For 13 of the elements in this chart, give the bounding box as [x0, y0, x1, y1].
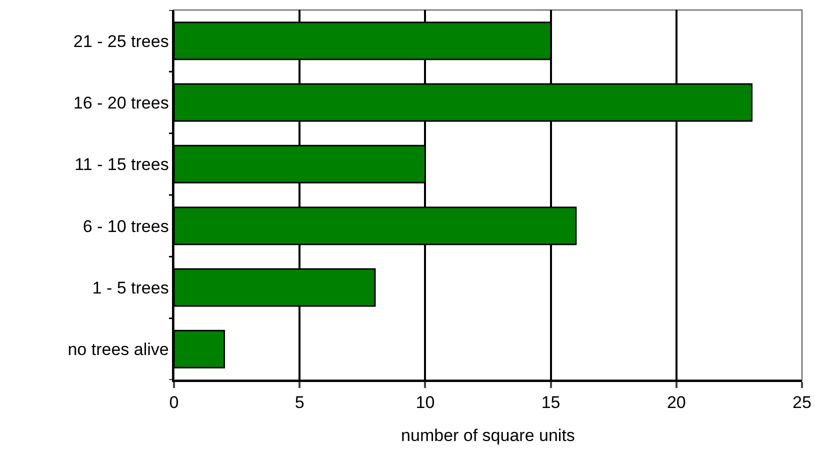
y-tick-label: 6 - 10 trees — [82, 216, 169, 236]
y-tick-label: 1 - 5 trees — [92, 278, 169, 298]
y-tick-label: no trees alive — [68, 340, 169, 360]
x-tick-label: 20 — [666, 393, 686, 412]
x-tick-label: 5 — [294, 393, 304, 412]
y-tick-label: 21 - 25 trees — [73, 32, 169, 51]
y-tick-label: 11 - 15 trees — [74, 155, 169, 174]
x-axis-title: number of square units — [401, 426, 575, 446]
x-tick-label: 15 — [541, 393, 560, 412]
x-tick-label: 25 — [792, 393, 812, 412]
y-tick-label: 16 - 20 trees — [73, 93, 169, 112]
x-tick-label: 10 — [416, 393, 435, 412]
x-tick-label: 0 — [169, 393, 179, 412]
